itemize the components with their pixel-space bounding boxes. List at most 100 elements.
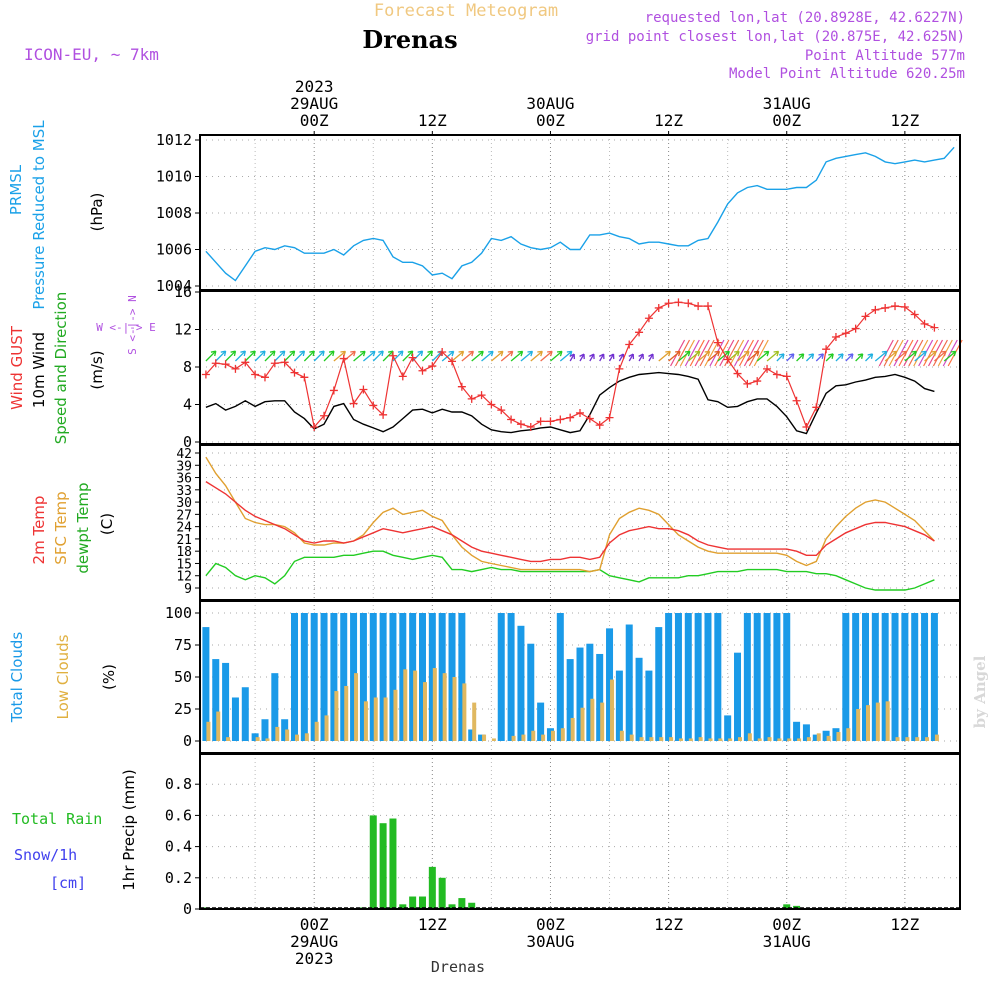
clouds-y-axis: 0 25 50 75 100 (165, 604, 200, 750)
gust-marker (398, 372, 407, 381)
wind-arrow (225, 350, 236, 362)
wind-arrow-head (507, 350, 514, 357)
gust-marker (822, 345, 831, 354)
low-cloud-bar (669, 737, 674, 741)
gust-marker (290, 368, 299, 377)
gust-marker (605, 413, 614, 422)
gust-marker (369, 401, 378, 410)
wind-arrow-head (350, 350, 356, 357)
bottom-time-label: 12Z (418, 915, 447, 934)
wind-arrow-head (360, 350, 366, 357)
y-tick-label: 33 (176, 484, 192, 499)
top-time-label: 29AUG (290, 94, 338, 113)
wind-arrow (628, 353, 634, 362)
wind-arrow-head (867, 353, 874, 359)
total-cloud-bar (635, 657, 643, 741)
low-cloud-bar (767, 737, 772, 741)
total-cloud-bar (812, 734, 820, 741)
low-cloud-bar (836, 732, 841, 741)
wind-arrow-head (250, 350, 256, 357)
low-cloud-bar (275, 726, 280, 741)
y-tick-label: 0.8 (165, 775, 192, 793)
low-cloud-bar (925, 737, 930, 741)
low-cloud-bar (600, 702, 605, 741)
gust-marker (221, 360, 230, 369)
hatch-line (704, 339, 720, 367)
total-cloud-bar (379, 613, 387, 741)
low-cloud-bar (826, 735, 831, 741)
wind-gust-markers (201, 298, 939, 431)
low-cloud-bar (462, 683, 467, 741)
precip-panel: 0 0.2 0.4 0.6 0.8 Total Rain Snow/1h [cm] 1h… (12, 753, 961, 918)
wind-arrow (835, 353, 844, 362)
snow-unit: [cm] (50, 874, 86, 892)
low-cloud-bar (688, 738, 693, 741)
total-cloud-bar (802, 724, 810, 741)
low-cloud-bar (344, 685, 349, 741)
gust-marker (300, 373, 309, 382)
gust-marker (635, 328, 644, 337)
wind-arrow-head (527, 350, 534, 357)
gust-marker (467, 394, 476, 403)
total-cloud-bar (566, 659, 574, 741)
wind-arrow-head (940, 350, 947, 357)
wind-y-axis: 0 4 8 12 16 (174, 283, 200, 451)
wind-arrow (668, 350, 681, 362)
gust-marker (497, 406, 506, 415)
low-cloud-bar (304, 733, 309, 741)
total-cloud-bar (438, 613, 446, 741)
gust-marker (507, 415, 516, 424)
wind-arrow-head (269, 350, 276, 357)
hatch-line (923, 339, 939, 367)
wind-arrow (599, 353, 605, 362)
wind-arrow (254, 350, 266, 362)
hatch-line (913, 339, 929, 367)
y-tick-label: 27 (176, 508, 192, 523)
low-cloud-bar (629, 734, 634, 741)
wind-arrow (264, 350, 276, 362)
wind-arrow (717, 350, 730, 362)
wind-arrow (579, 353, 585, 362)
total-cloud-bar (468, 729, 476, 741)
y-tick-label: 15 (176, 557, 192, 572)
total-cloud-bar (586, 643, 594, 741)
rain-bar (783, 904, 791, 909)
bottom-time-label: 29AUG (290, 932, 338, 951)
y-tick-label: 1004 (156, 277, 192, 295)
low-cloud-bar (265, 738, 270, 741)
pressure-label-long: Pressure Reduced to MSL (30, 120, 48, 310)
wind-arrow (697, 350, 711, 362)
wind-arrow (648, 353, 654, 362)
wind-arrow-head (210, 350, 217, 357)
wind-arrow (274, 350, 286, 362)
hatch-line (883, 339, 899, 367)
total-cloud-bar (724, 715, 732, 741)
gust-marker (418, 366, 427, 375)
rain-bar (428, 866, 436, 909)
wind-arrow-head (407, 350, 414, 357)
wind-arrow (608, 353, 615, 362)
gust-marker (851, 324, 860, 333)
wind-arrow-head (598, 353, 605, 360)
total-cloud-bar (556, 613, 564, 741)
wind-arrow-head (478, 350, 484, 357)
total-cloud-bar (537, 702, 545, 741)
gust-marker (566, 413, 575, 422)
total-cloud-bar (320, 613, 328, 741)
gust-marker (536, 417, 545, 426)
gust-marker (408, 353, 417, 362)
wind-arrow-head (556, 350, 563, 357)
wind-arrow-head (694, 350, 701, 357)
wind-arrow (845, 353, 854, 362)
total-cloud-bar (359, 613, 367, 741)
low-cloud-bar (482, 734, 487, 741)
low-cloud-bar (915, 737, 920, 741)
wind-arrow (874, 350, 888, 362)
gust-marker (585, 414, 594, 423)
total-cloud-bar (300, 613, 308, 741)
y-tick-label: 30 (176, 496, 192, 511)
wind-arrow (678, 350, 691, 362)
